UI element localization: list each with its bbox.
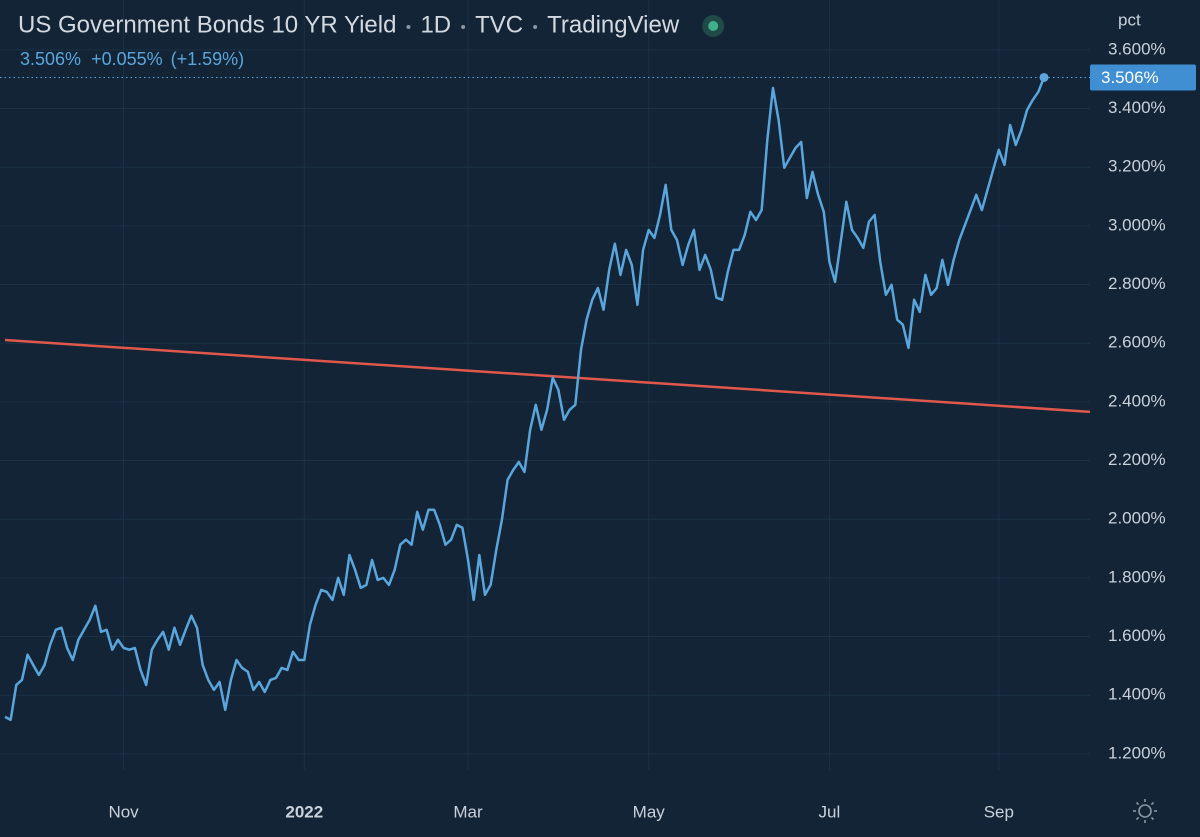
separator (533, 25, 538, 29)
x-tick-label: Sep (984, 802, 1014, 821)
y-tick-label: 2.400% (1108, 391, 1166, 410)
y-tick-label: 2.200% (1108, 450, 1166, 469)
plot (0, 72, 1091, 722)
y-tick-label: 1.800% (1108, 567, 1166, 586)
header: US Government Bonds 10 YR Yield 1D TVC T… (18, 11, 725, 69)
y-tick-label: 2.600% (1108, 333, 1166, 352)
exchange: TVC (475, 11, 523, 38)
y-tick-label: 2.000% (1108, 509, 1166, 528)
x-tick-label: 2022 (285, 802, 323, 821)
interval: 1D (420, 11, 451, 38)
y-tick-label: 3.000% (1108, 215, 1166, 234)
y-axis-label: pct (1118, 10, 1141, 29)
last-value: 3.506% (20, 49, 81, 69)
x-tick-label: Mar (453, 802, 483, 821)
settings-icon[interactable] (1133, 799, 1157, 823)
x-tick-label: Nov (108, 802, 139, 821)
chart-title: US Government Bonds 10 YR Yield (18, 11, 396, 38)
change-percent: (+1.59%) (171, 49, 245, 69)
grid (0, 0, 1090, 770)
separator (461, 25, 466, 29)
price-line (4, 76, 1046, 722)
separator (406, 25, 411, 29)
y-tick-label: 1.600% (1108, 626, 1166, 645)
x-tick-label: Jul (819, 802, 841, 821)
last-price-label: 3.506% (1101, 68, 1159, 87)
y-tick-label: 3.600% (1108, 39, 1166, 58)
trend-line (4, 338, 1091, 414)
last-point (1039, 72, 1049, 82)
x-tick-label: May (633, 802, 666, 821)
y-tick-label: 3.400% (1108, 98, 1166, 117)
y-tick-label: 3.200% (1108, 157, 1166, 176)
y-tick-label: 1.200% (1108, 743, 1166, 762)
y-axis: 1.200% 1.400% 1.600% 1.800% 2.000% 2.200% 2.40… (108, 39, 1196, 821)
last-price-badge (1090, 64, 1196, 91)
status-dot (708, 21, 719, 31)
change: +0.055% (91, 49, 163, 69)
y-tick-label: 1.400% (1108, 685, 1166, 704)
provider: TradingView (547, 11, 680, 38)
y-tick-label: 2.800% (1108, 274, 1166, 293)
